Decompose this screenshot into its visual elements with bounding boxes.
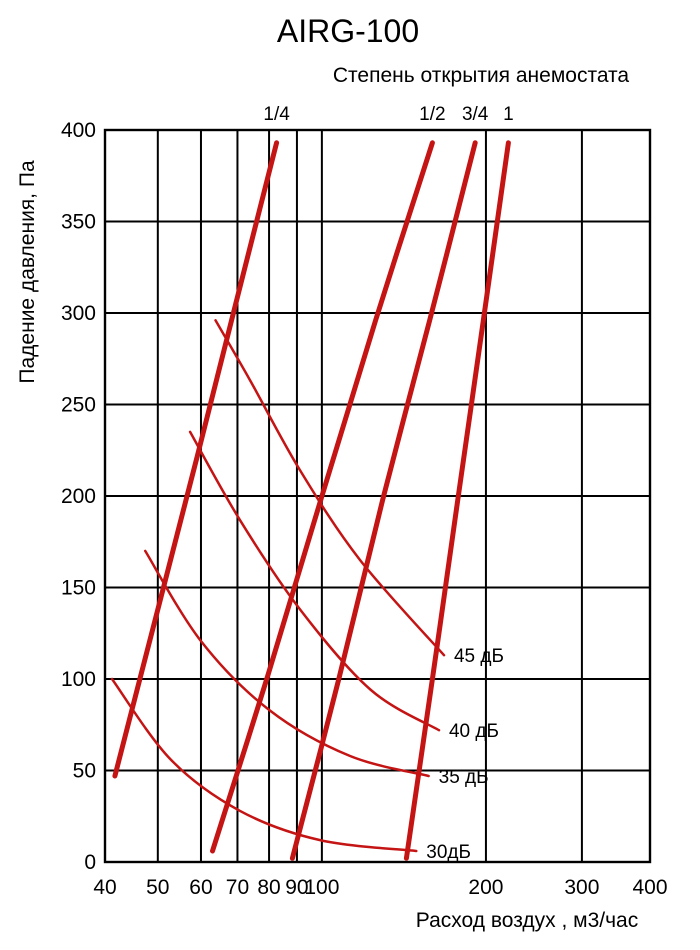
opening-label-1-4: 1/4 (263, 104, 290, 125)
plot-border (103, 128, 652, 864)
x-tick-label-200: 200 (468, 876, 503, 899)
x-tick-label-60: 60 (189, 876, 212, 899)
x-tick-label-80: 80 (257, 876, 280, 899)
opening-label-1: 1 (503, 104, 514, 125)
curve-noise-35 (143, 549, 430, 778)
x-tick-label-50: 50 (146, 876, 169, 899)
curve-opening-1 (403, 140, 511, 861)
y-tick-label-0: 0 (84, 851, 96, 874)
top-axis-title: Степень открытия анемостата (333, 64, 630, 87)
y-tick-label-350: 350 (61, 211, 96, 234)
curve-opening-3-4 (289, 140, 478, 861)
grid-layer (103, 128, 652, 864)
curve-opening-1-2 (210, 140, 435, 854)
noise-label-40: 40 дБ (449, 721, 499, 742)
x-tick-label-70: 70 (226, 876, 249, 899)
x-tick-label-100: 100 (304, 876, 339, 899)
curve-noise-40 (188, 430, 441, 732)
x-tick-label-300: 300 (564, 876, 599, 899)
y-tick-label-300: 300 (61, 302, 96, 325)
opening-label-1-2: 1/2 (419, 104, 445, 125)
x-tick-label-40: 40 (93, 876, 116, 899)
curve-labels: 1/4 1/2 3/4 1 45 дБ 40 дБ 35 дБ 30дБ (263, 104, 513, 863)
y-tick-label-400: 400 (61, 119, 96, 142)
noise-label-35: 35 дБ (439, 767, 489, 788)
opening-label-3-4: 3/4 (462, 104, 489, 125)
curves (110, 140, 511, 861)
curve-noise-30 (110, 677, 418, 853)
curve-opening-1-4 (112, 140, 280, 779)
x-tick-label-90: 90 (285, 876, 308, 899)
curve-noise-45 (214, 319, 446, 657)
y-tick-label-150: 150 (61, 577, 96, 600)
x-tick-label-400: 400 (632, 876, 667, 899)
y-tick-label-200: 200 (61, 485, 96, 508)
noise-label-45: 45 дБ (454, 646, 504, 667)
chart-title: AIRG-100 (277, 13, 419, 49)
noise-label-30: 30дБ (426, 842, 471, 863)
y-tick-label-250: 250 (61, 394, 96, 417)
y-tick-label-50: 50 (73, 760, 96, 783)
x-axis-title: Расход воздух , м3/час (416, 909, 638, 932)
y-tick-label-100: 100 (61, 668, 96, 691)
y-axis-title: Падение давления, Па (16, 160, 39, 384)
